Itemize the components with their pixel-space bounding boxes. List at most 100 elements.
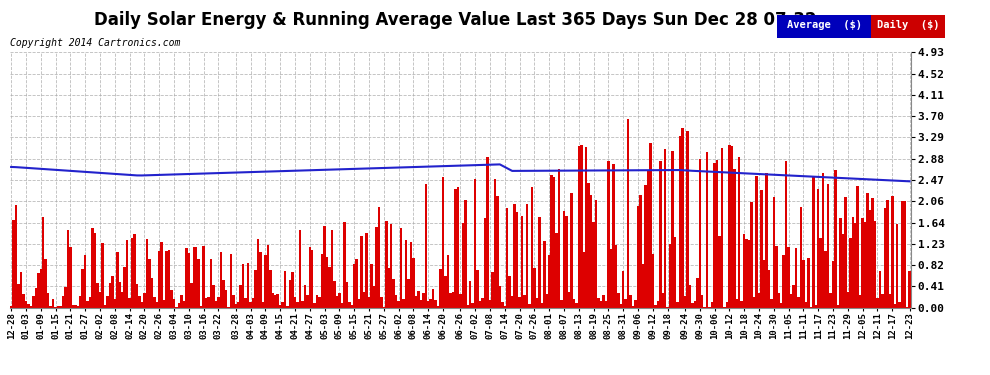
- Bar: [577, 146, 580, 308]
- Bar: [896, 224, 899, 308]
- Bar: [617, 293, 620, 308]
- Bar: [871, 198, 874, 308]
- Bar: [731, 146, 733, 308]
- Bar: [846, 292, 849, 308]
- Bar: [777, 293, 780, 308]
- Bar: [792, 285, 795, 308]
- Bar: [891, 196, 894, 308]
- Bar: [370, 264, 372, 308]
- Bar: [612, 164, 615, 308]
- Bar: [324, 226, 326, 308]
- Bar: [173, 298, 175, 307]
- Bar: [299, 230, 301, 308]
- Bar: [331, 230, 334, 308]
- Bar: [247, 263, 249, 308]
- Bar: [94, 233, 96, 308]
- Bar: [550, 175, 552, 308]
- Bar: [830, 293, 832, 308]
- Bar: [215, 301, 217, 307]
- Bar: [630, 295, 632, 307]
- Bar: [150, 278, 153, 308]
- Bar: [412, 258, 415, 308]
- Bar: [435, 300, 437, 307]
- Bar: [785, 161, 787, 308]
- Bar: [89, 297, 91, 307]
- Bar: [350, 305, 353, 308]
- Bar: [696, 278, 699, 308]
- Bar: [597, 298, 600, 307]
- Bar: [724, 307, 726, 308]
- Bar: [256, 239, 259, 308]
- Bar: [336, 296, 339, 307]
- Bar: [726, 303, 729, 307]
- Bar: [602, 295, 605, 307]
- Bar: [119, 282, 121, 308]
- Bar: [104, 305, 106, 308]
- Bar: [160, 242, 163, 308]
- Bar: [729, 145, 731, 308]
- Bar: [116, 252, 119, 308]
- Bar: [471, 303, 474, 307]
- Text: Average  ($): Average ($): [787, 20, 862, 30]
- Bar: [486, 157, 489, 308]
- Bar: [840, 218, 842, 308]
- Bar: [346, 282, 348, 308]
- Bar: [881, 294, 884, 308]
- Bar: [790, 294, 792, 308]
- Bar: [815, 305, 817, 308]
- Bar: [544, 241, 545, 308]
- Bar: [464, 200, 466, 308]
- Bar: [755, 176, 757, 308]
- Bar: [276, 294, 279, 307]
- Bar: [466, 304, 469, 307]
- Bar: [557, 168, 560, 308]
- Bar: [111, 276, 114, 308]
- Bar: [101, 243, 104, 308]
- Bar: [61, 296, 64, 307]
- Bar: [69, 248, 71, 308]
- Bar: [284, 272, 286, 308]
- Bar: [674, 237, 676, 308]
- Bar: [825, 251, 827, 308]
- Bar: [185, 248, 188, 308]
- Bar: [509, 276, 511, 308]
- Bar: [281, 302, 284, 307]
- Bar: [76, 306, 79, 308]
- Bar: [565, 216, 567, 308]
- Bar: [106, 296, 109, 307]
- Bar: [232, 295, 235, 307]
- Bar: [684, 296, 686, 307]
- Bar: [635, 300, 637, 307]
- Bar: [835, 171, 837, 308]
- Bar: [237, 302, 240, 307]
- Bar: [519, 297, 521, 307]
- Bar: [134, 234, 136, 308]
- Bar: [622, 271, 625, 308]
- Bar: [446, 255, 449, 308]
- Bar: [529, 304, 531, 307]
- Bar: [659, 161, 661, 308]
- Bar: [884, 208, 886, 308]
- Bar: [251, 298, 254, 307]
- Bar: [168, 250, 170, 308]
- Bar: [889, 294, 891, 307]
- Bar: [901, 201, 904, 308]
- Bar: [719, 236, 721, 308]
- Bar: [454, 189, 456, 308]
- Bar: [407, 279, 410, 308]
- Bar: [27, 304, 30, 307]
- Bar: [326, 257, 329, 307]
- Bar: [341, 303, 344, 307]
- Bar: [289, 280, 291, 308]
- Bar: [84, 255, 86, 308]
- Bar: [752, 297, 755, 307]
- Bar: [600, 301, 602, 307]
- Bar: [494, 179, 496, 308]
- Bar: [129, 298, 131, 307]
- Bar: [91, 228, 94, 308]
- Bar: [445, 276, 446, 308]
- Bar: [291, 272, 294, 308]
- Bar: [301, 302, 304, 307]
- Bar: [851, 217, 854, 308]
- Bar: [148, 260, 150, 308]
